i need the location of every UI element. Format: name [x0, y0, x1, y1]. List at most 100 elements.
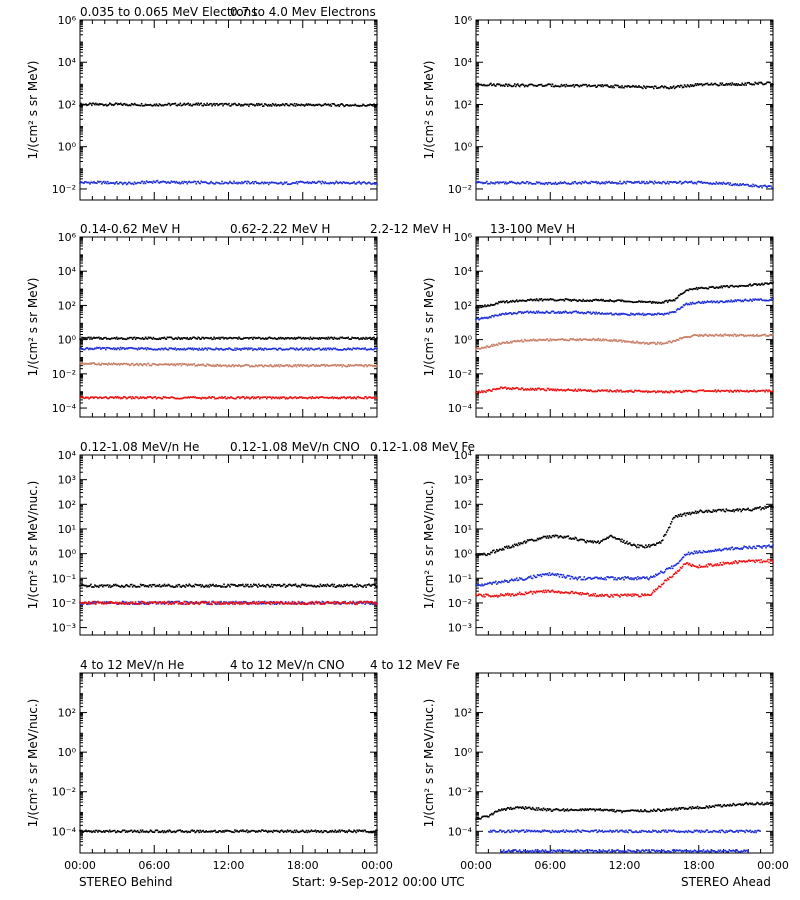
data-point: [247, 397, 249, 399]
data-point: [118, 585, 121, 588]
data-point: [300, 347, 303, 349]
data-point: [375, 397, 377, 399]
data-point: [117, 102, 120, 105]
data-point: [553, 85, 556, 88]
data-point: [542, 338, 545, 341]
data-point: [524, 311, 527, 314]
data-point: [283, 365, 286, 368]
data-point: [351, 182, 353, 184]
data-point: [131, 338, 134, 340]
data-point: [516, 300, 519, 303]
data-point: [136, 363, 139, 366]
data-point: [199, 364, 201, 366]
data-point: [628, 340, 630, 343]
data-point: [766, 299, 768, 302]
data-point: [190, 396, 193, 398]
data-point: [134, 347, 137, 350]
data-point: [259, 396, 262, 399]
data-point: [163, 347, 166, 350]
data-point: [508, 84, 511, 87]
data-point: [651, 302, 653, 304]
data-point: [239, 347, 241, 350]
data-point: [188, 396, 191, 399]
data-point: [122, 586, 125, 588]
data-point: [87, 104, 89, 106]
data-point: [745, 84, 747, 86]
data-point: [95, 396, 97, 399]
data-point: [669, 341, 672, 343]
data-point: [324, 337, 327, 340]
data-point: [700, 302, 703, 304]
data-point: [267, 396, 270, 399]
data-point: [566, 312, 569, 314]
data-point: [581, 339, 584, 341]
data-point: [248, 585, 250, 588]
data-point: [744, 298, 746, 301]
data-point: [736, 334, 739, 336]
data-point: [270, 365, 273, 367]
data-point: [529, 298, 532, 301]
data-point: [133, 102, 136, 105]
data-point: [749, 390, 751, 392]
data-point: [592, 337, 595, 340]
data-point: [178, 337, 181, 339]
data-point: [99, 396, 101, 399]
data-point: [100, 103, 102, 106]
data-point: [620, 312, 622, 315]
data-point: [294, 396, 297, 398]
data-point: [257, 102, 260, 105]
data-point: [372, 182, 374, 185]
data-point: [606, 300, 608, 302]
data-point: [620, 389, 622, 392]
data-point: [133, 584, 136, 587]
data-point: [257, 396, 259, 398]
data-point: [531, 299, 534, 302]
data-point: [189, 336, 192, 339]
data-point: [621, 299, 623, 301]
data-point: [91, 347, 93, 350]
data-point: [162, 348, 165, 351]
data-point: [191, 181, 194, 184]
data-point: [86, 181, 88, 184]
data-point: [531, 83, 534, 86]
data-point: [592, 311, 595, 314]
data-point: [735, 285, 738, 288]
data-point: [349, 584, 351, 586]
data-point: [501, 84, 503, 87]
data-point: [365, 364, 367, 366]
data-point: [712, 83, 715, 86]
data-point: [288, 348, 291, 350]
data-point: [495, 344, 497, 346]
data-point: [207, 584, 209, 587]
data-point: [162, 104, 165, 107]
data-point: [699, 302, 702, 304]
data-point: [223, 396, 225, 399]
data-point: [524, 339, 527, 342]
data-point: [599, 390, 601, 392]
data-point: [765, 185, 767, 188]
data-point: [564, 85, 567, 88]
data-point: [242, 347, 244, 350]
data-point: [587, 299, 590, 302]
data-point: [360, 364, 362, 366]
data-point: [287, 104, 290, 107]
data-point: [321, 337, 324, 339]
data-point: [311, 338, 314, 340]
data-point: [249, 103, 251, 106]
data-point: [171, 348, 174, 350]
data-point: [641, 180, 643, 183]
data-point: [139, 182, 142, 185]
data-point: [632, 312, 634, 315]
data-point: [548, 298, 551, 301]
data-point: [675, 297, 678, 300]
data-point: [85, 181, 87, 183]
data-point: [161, 584, 164, 587]
data-point: [772, 297, 774, 300]
data-point: [752, 390, 754, 393]
data-point: [617, 299, 619, 301]
data-point: [692, 334, 695, 337]
data-point: [110, 347, 113, 350]
data-point: [680, 306, 683, 308]
data-point: [286, 585, 289, 587]
